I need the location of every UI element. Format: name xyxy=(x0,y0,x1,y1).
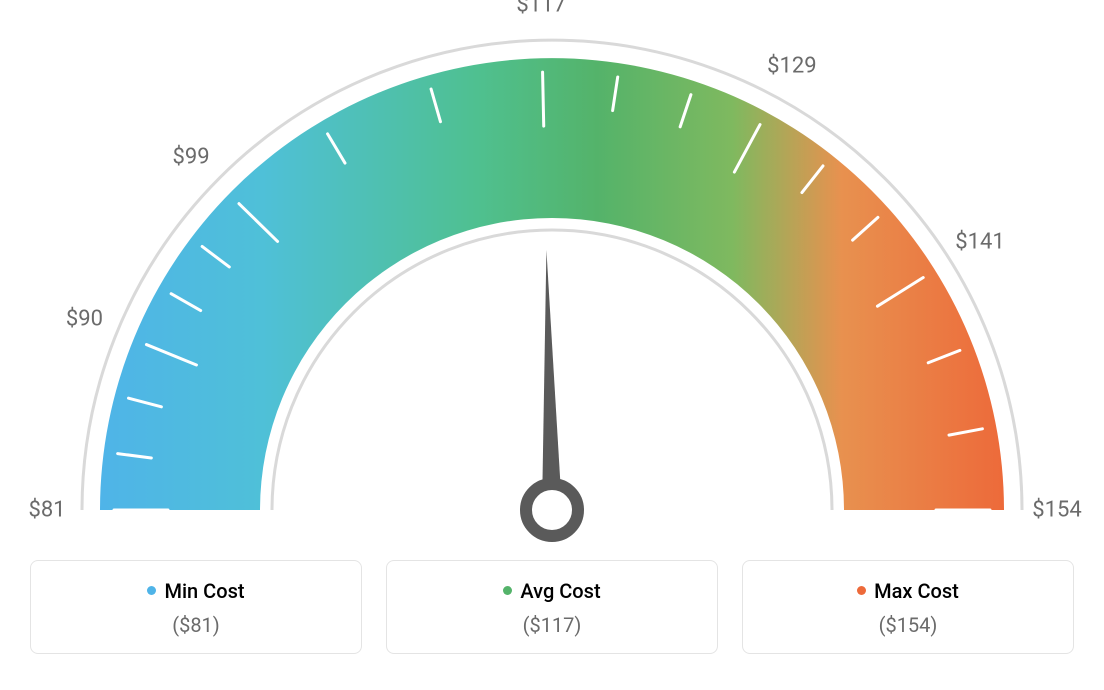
legend-title-avg-text: Avg Cost xyxy=(520,579,600,603)
legend-title-max: Max Cost xyxy=(753,579,1063,603)
legend-card-avg: Avg Cost ($117) xyxy=(386,560,718,654)
gauge-tick-label: $81 xyxy=(28,498,65,523)
legend-dot-max xyxy=(857,586,866,595)
legend-title-avg: Avg Cost xyxy=(397,579,707,603)
gauge-tick-label: $154 xyxy=(1032,498,1081,523)
legend-title-min-text: Min Cost xyxy=(164,579,244,603)
legend-dot-min xyxy=(147,586,156,595)
gauge-svg xyxy=(30,10,1074,550)
legend-value-max: ($154) xyxy=(753,613,1063,637)
gauge-tick-label: $99 xyxy=(173,144,210,169)
cost-gauge-container: $81 $90 $99 $117 $129 $141 $154 Min Cost ($81)… xyxy=(0,0,1104,674)
legend-value-min: ($81) xyxy=(41,613,351,637)
legend-dot-avg xyxy=(503,586,512,595)
legend-row: Min Cost ($81) Avg Cost ($117) Max Cost … xyxy=(30,560,1074,654)
gauge-tick-label: $117 xyxy=(516,0,565,18)
legend-value-avg: ($117) xyxy=(397,613,707,637)
gauge-tick-label: $141 xyxy=(955,229,1004,254)
legend-title-min: Min Cost xyxy=(41,579,351,603)
legend-card-min: Min Cost ($81) xyxy=(30,560,362,654)
gauge-tick-label: $129 xyxy=(767,53,816,78)
gauge-tick-label: $90 xyxy=(66,307,103,332)
gauge-chart: $81$90$99$117$129$141$154 xyxy=(30,10,1074,550)
legend-title-max-text: Max Cost xyxy=(874,579,959,603)
legend-card-max: Max Cost ($154) xyxy=(742,560,1074,654)
